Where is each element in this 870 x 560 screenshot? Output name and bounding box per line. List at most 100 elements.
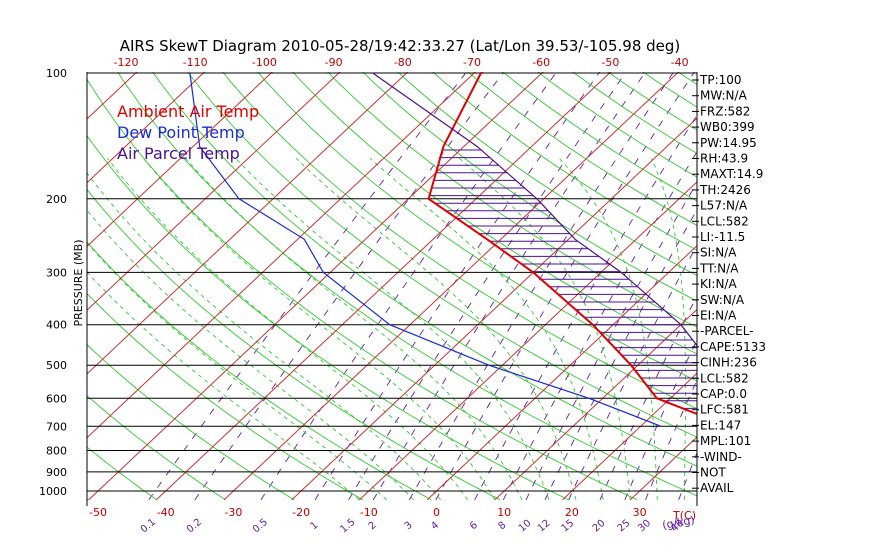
dew-point-temp-line	[189, 72, 662, 427]
index-label: FRZ:582	[700, 104, 750, 118]
index-label: CAPE:5133	[700, 340, 766, 354]
ambient-air-temp-line	[427, 72, 697, 416]
top-temp-tick-label: -100	[252, 56, 277, 69]
isotherm	[87, 72, 206, 184]
dry-adiabat	[152, 72, 697, 467]
mixing-ratio-line	[348, 72, 627, 501]
mixing-ratio-label: 12	[536, 518, 553, 535]
index-label: -PARCEL-	[700, 324, 754, 338]
moist-adiabat	[295, 157, 577, 500]
index-label: PW:14.95	[700, 136, 757, 150]
mixing-ratio-line	[148, 72, 468, 501]
mixing-ratio-label: 1	[309, 520, 321, 533]
mixing-ratio-label: 0.2	[185, 517, 204, 536]
index-label: LFC:581	[700, 403, 749, 417]
isotherm	[426, 245, 697, 501]
mixing-ratio-label: 10	[517, 518, 534, 535]
dry-adiabat	[87, 188, 501, 501]
top-temp-tick-label: -80	[394, 56, 412, 69]
dry-adiabat	[292, 72, 697, 355]
dry-adiabat	[821, 54, 870, 500]
index-label: TT:N/A	[699, 261, 739, 275]
mixing-ratio-label: 30	[636, 518, 653, 535]
axes	[86, 72, 698, 506]
moist-adiabat	[87, 209, 414, 501]
bottom-temp-tick-label: -40	[157, 506, 175, 519]
dry-adiabat	[677, 72, 697, 85]
index-label: L57:N/A	[700, 199, 748, 213]
mixing-ratio-line	[678, 451, 697, 501]
index-label: EI:N/A	[700, 309, 737, 323]
pressure-tick-label: 700	[46, 420, 67, 433]
air-parcel-temp-line	[372, 72, 697, 347]
index-label: SW:N/A	[700, 293, 745, 307]
index-label: EL:147	[700, 418, 741, 432]
legend: Ambient Air Temp Dew Point Temp Air Parc…	[117, 102, 259, 163]
isotherm	[87, 72, 273, 248]
mixing-ratio-line	[525, 181, 697, 501]
dry-adiabat	[87, 343, 295, 501]
background-grid	[0, 54, 870, 501]
moist-adiabat	[185, 158, 523, 501]
dry-adiabat	[87, 395, 226, 501]
mixing-ratio-line	[194, 72, 505, 501]
isotherm	[494, 308, 697, 501]
mixing-ratio-label: 20	[591, 518, 608, 535]
dry-adiabat	[222, 72, 697, 410]
pressure-tick-label: 400	[46, 319, 67, 332]
mixing-ratio-label: 25	[616, 518, 633, 535]
dry-adiabats	[87, 54, 870, 501]
top-temp-tick-label: -60	[532, 56, 550, 69]
moist-adiabat	[143, 158, 496, 501]
legend-parcel: Air Parcel Temp	[117, 144, 240, 163]
isotherm	[155, 72, 612, 501]
mixing-ratio-labels: 0.1 0.2 0.5 1 1.5 2 3 4 6 8 10 12 15 20 25 30 40	[139, 517, 686, 536]
index-label: LCL:582	[700, 371, 749, 385]
legend-dewpoint: Dew Point Temp	[117, 123, 245, 142]
index-label: LCL:582	[700, 214, 749, 228]
mixing-ratio-label: 0.1	[139, 517, 158, 536]
bottom-temp-tick-label: 10	[497, 506, 511, 519]
mixing-ratio-label: 3	[403, 520, 415, 533]
mixing-ratio-label: 4	[429, 520, 441, 533]
top-temp-tick-label: -110	[183, 56, 208, 69]
dry-adiabat	[187, 72, 697, 438]
index-label: -WIND-	[700, 450, 742, 464]
index-label: MAXT:14.9	[700, 167, 763, 181]
dry-adiabat	[87, 134, 569, 501]
dry-adiabat	[87, 241, 432, 501]
bottom-temp-tick-label: -30	[224, 506, 242, 519]
mixing-ratio-label: 6	[468, 520, 480, 533]
isotherm	[88, 72, 544, 501]
index-label: WB0:399	[700, 120, 755, 134]
y-axis-label: PRESSURE (MB)	[72, 240, 85, 327]
index-label: NOT	[700, 466, 726, 480]
cape-hatch	[429, 149, 697, 409]
pressure-tick-label: 500	[46, 359, 67, 372]
bottom-temp-tick-label: -50	[89, 506, 107, 519]
index-label: MW:N/A	[700, 89, 748, 103]
top-temp-tick-label: -90	[325, 56, 343, 69]
index-label: KI:N/A	[700, 277, 737, 291]
mixing-ratio-label: 8	[497, 520, 509, 533]
pressure-tick-label: 1000	[39, 485, 67, 498]
top-temperature-ticks: -120 -110 -100 -90 -80 -70 -60 -50 -40	[114, 56, 689, 69]
index-label: TH:2426	[699, 183, 751, 197]
index-label: TP:100	[699, 73, 742, 87]
mixing-ratio-line	[372, 72, 646, 501]
mixing-ratio-label: 2	[367, 520, 379, 533]
isotherm	[0, 54, 21, 500]
dry-adiabat	[257, 72, 697, 382]
isotherm	[87, 72, 409, 375]
isobars	[87, 72, 697, 492]
mixing-ratio-unit: (g/kg)	[661, 513, 695, 531]
isotherm	[223, 72, 680, 501]
moist-adiabat	[87, 242, 387, 501]
bottom-temperature-ticks: -50 -40 -30 -20 -10 0 10 20 30	[89, 506, 647, 519]
bottom-temp-tick-label: 20	[565, 506, 579, 519]
mixing-ratio-line	[474, 114, 697, 501]
sounding-series	[189, 72, 697, 427]
pressure-tick-label: 300	[46, 266, 67, 279]
